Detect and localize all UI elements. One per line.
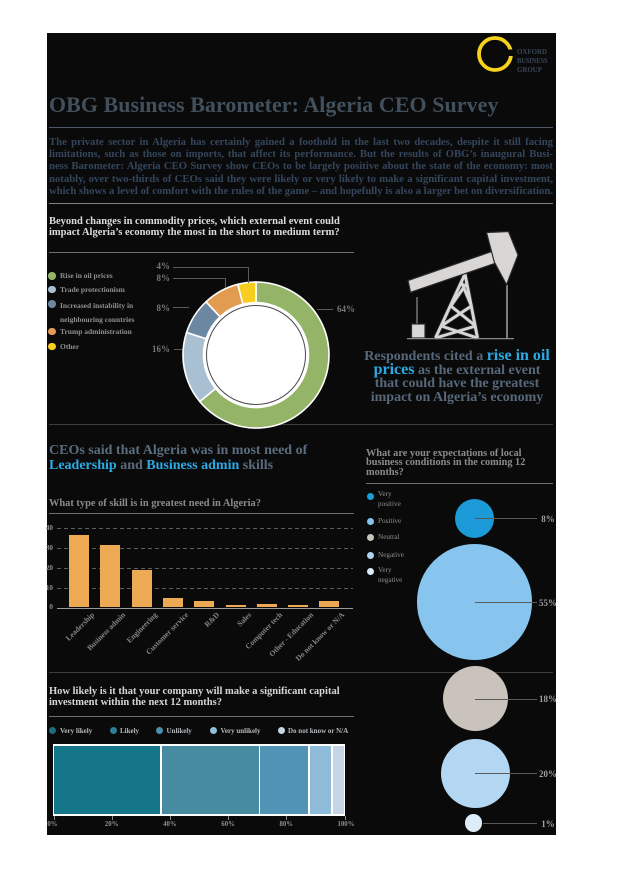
svg-text:BUSINESS: BUSINESS bbox=[517, 58, 548, 65]
svg-text:GROUP: GROUP bbox=[517, 67, 542, 74]
svg-text:OXFORD: OXFORD bbox=[517, 49, 547, 56]
